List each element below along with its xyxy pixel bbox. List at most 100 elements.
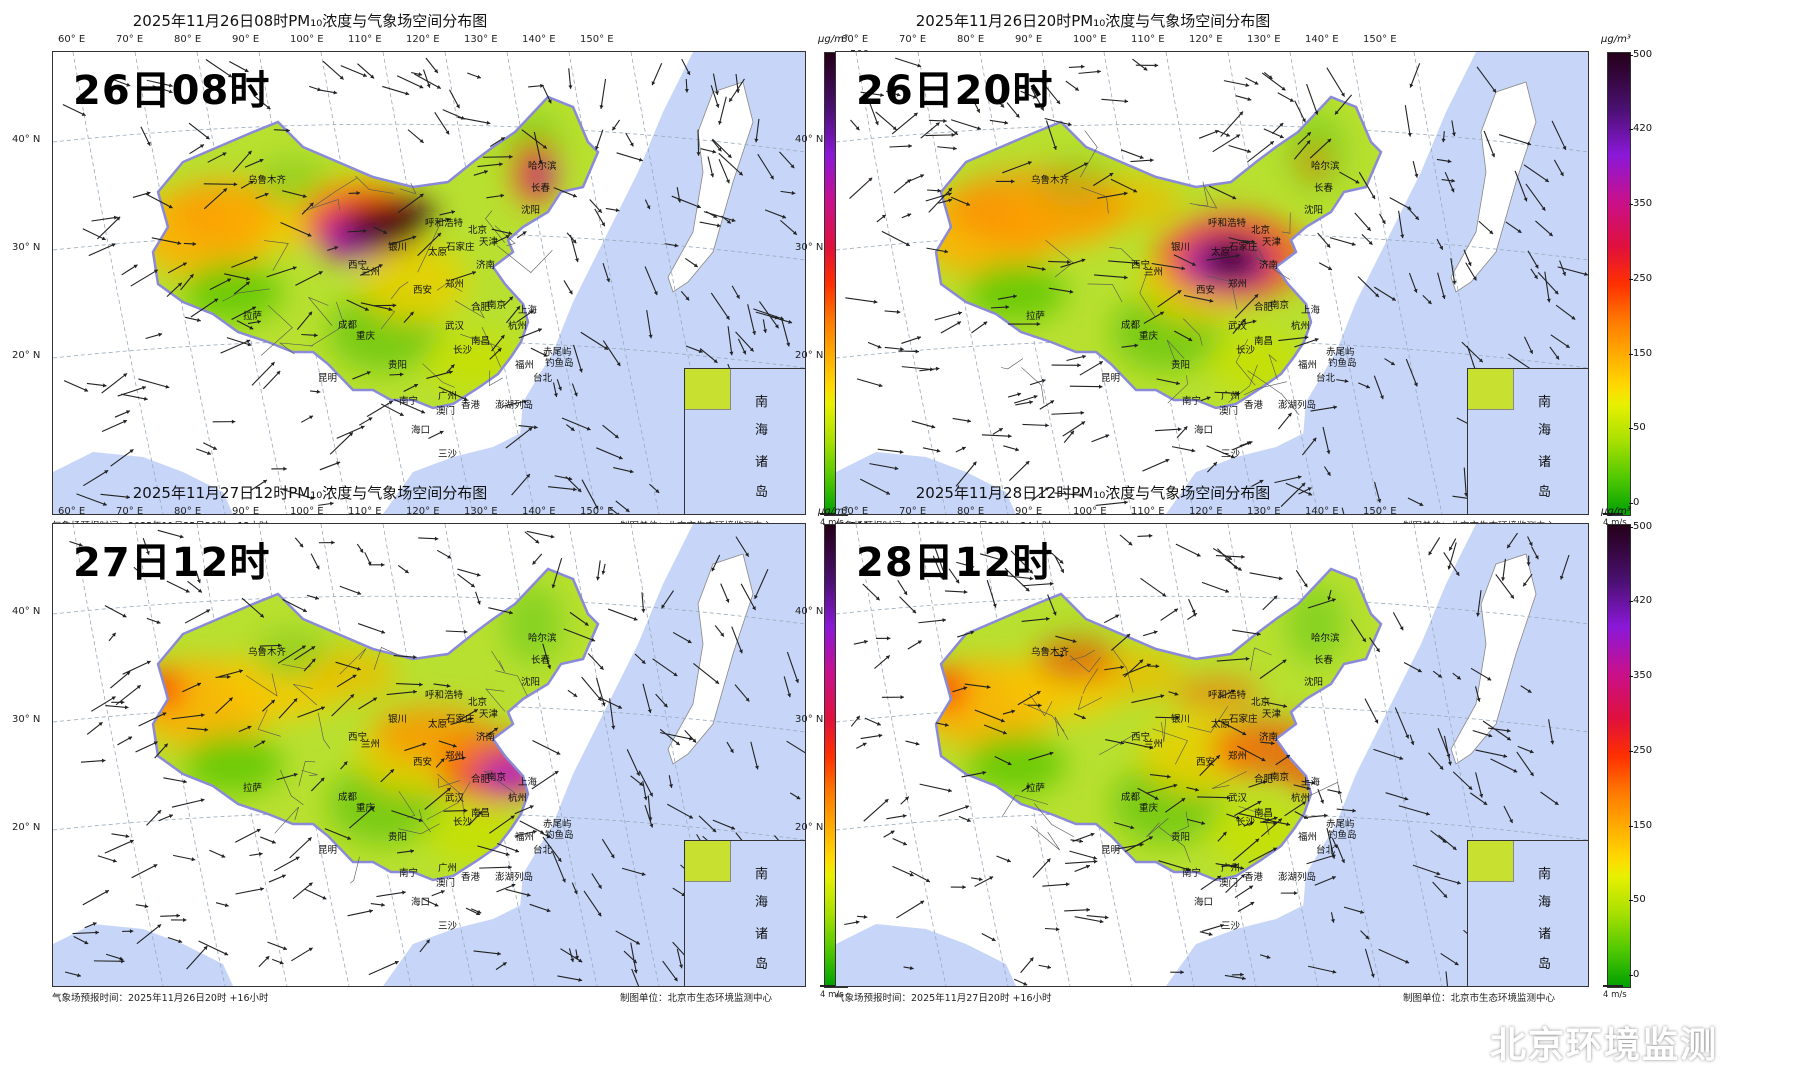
wind-vector-head <box>1529 349 1533 354</box>
wind-vector-head <box>1446 753 1451 758</box>
wind-vector-head <box>446 683 451 688</box>
wind-vector <box>1437 728 1451 758</box>
wind-vector-head <box>412 235 417 240</box>
wind-vector <box>720 583 730 603</box>
wind-vector-head <box>1451 178 1455 183</box>
wind-vector <box>1065 860 1098 864</box>
wind-vector <box>157 529 184 538</box>
wind-vector-head <box>362 73 367 77</box>
wind-vector-head <box>578 958 583 963</box>
wind-vector <box>380 403 404 417</box>
wind-vector-head <box>1327 596 1332 601</box>
wind-vector-head <box>302 194 307 199</box>
wind-vector <box>557 975 583 982</box>
city-label: 广州 <box>1221 391 1241 402</box>
wind-vector-head <box>689 736 693 741</box>
wind-vector-head <box>992 603 997 608</box>
wind-vector-head <box>1559 172 1564 177</box>
wind-vector-head <box>370 74 375 79</box>
province-boundary <box>1146 817 1169 838</box>
wind-vector <box>340 65 368 77</box>
wind-vector-head <box>795 678 799 683</box>
province-boundary <box>310 301 345 347</box>
wind-vector <box>892 865 914 877</box>
wind-vector-head <box>251 306 256 311</box>
producer-note: 制图单位：北京市生态环境监测中心 <box>1403 993 1556 1004</box>
wind-vector-head <box>742 350 747 355</box>
graticule-line <box>72 524 164 986</box>
wind-vector <box>1476 66 1497 93</box>
longitude-label: 100° E <box>1073 506 1107 517</box>
city-label: 南宁 <box>1182 868 1202 879</box>
wind-vector <box>964 683 991 688</box>
wind-vector-head <box>1562 145 1567 150</box>
wind-vector-head <box>1365 384 1370 389</box>
wind-vector <box>755 118 760 143</box>
wind-vector-head <box>1273 595 1278 600</box>
wind-vector-head <box>168 204 173 209</box>
wind-vector-head <box>473 709 478 713</box>
wind-vector-head <box>125 410 130 415</box>
wind-vector-head <box>307 232 312 237</box>
wind-vector-head <box>936 448 941 453</box>
wind-vector <box>981 434 1012 437</box>
province-boundary <box>222 288 270 302</box>
wind-vector <box>1502 558 1507 581</box>
wind-key-label: 4 m/s <box>1603 990 1627 1000</box>
graticule-line <box>53 339 805 369</box>
wind-vector <box>560 948 583 963</box>
wind-vector-head <box>436 85 441 89</box>
wind-vector-head <box>668 784 674 788</box>
wind-vector-head <box>1181 266 1186 271</box>
wind-vector-head <box>966 818 971 822</box>
wind-vector-head <box>515 848 520 853</box>
longitude-label: 60° E <box>841 506 869 517</box>
wind-vector-head <box>1236 253 1240 258</box>
longitude-label: 130° E <box>464 34 498 45</box>
wind-vector <box>442 109 465 120</box>
wind-vector-head <box>476 572 481 577</box>
wind-vector <box>644 804 653 828</box>
wind-vector-head <box>1285 755 1290 759</box>
city-label: 石家庄 <box>1229 242 1258 253</box>
wind-vector-head <box>1139 842 1144 847</box>
wind-vector <box>417 232 442 257</box>
wind-vector-head <box>1326 471 1331 476</box>
wind-vector-head <box>639 781 644 786</box>
longitude-label: 110° E <box>348 34 382 45</box>
city-label: 郑州 <box>1228 279 1248 290</box>
wind-vector-head <box>1455 571 1460 576</box>
wind-vector-head <box>266 105 271 110</box>
wind-vector-head <box>1352 808 1356 813</box>
wind-vector <box>151 237 182 245</box>
province-boundary <box>1034 803 1075 837</box>
wind-vector-head <box>1256 631 1261 636</box>
wind-vector-head <box>246 276 250 281</box>
city-label: 澎湖列岛 <box>495 400 534 411</box>
wind-vector-head <box>1301 801 1306 806</box>
time-label: 28日12时 <box>856 540 1054 586</box>
wind-vector <box>1490 758 1518 773</box>
wind-vector-head <box>528 427 533 432</box>
city-label: 西宁 <box>348 260 368 271</box>
wind-vector-head <box>1176 715 1180 720</box>
wind-vector-head <box>440 890 445 894</box>
province-boundary <box>245 673 278 697</box>
wind-vector-head <box>1047 965 1052 970</box>
wind-vector-head <box>1177 427 1182 432</box>
wind-vector <box>101 372 128 394</box>
wind-vector <box>203 183 238 185</box>
wind-vector-head <box>1098 384 1103 389</box>
wind-vector-head <box>601 222 605 227</box>
wind-vector <box>1048 287 1074 293</box>
wind-vector-head <box>1548 232 1553 237</box>
wind-vector <box>1550 334 1570 349</box>
city-label: 澎湖列岛 <box>1278 872 1317 883</box>
province-boundary <box>281 663 312 670</box>
wind-vector <box>642 683 652 714</box>
colorbar-tick <box>1629 428 1633 429</box>
wind-vector-head <box>508 865 512 870</box>
wind-vector <box>786 740 805 754</box>
wind-vector-head <box>1059 559 1064 564</box>
city-label: 长春 <box>531 183 551 194</box>
